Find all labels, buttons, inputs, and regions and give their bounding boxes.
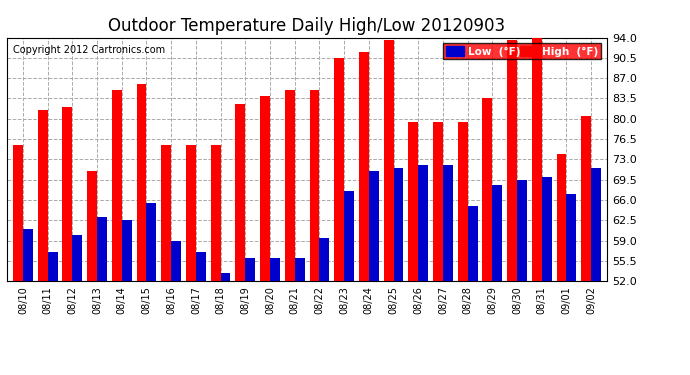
Bar xyxy=(161,145,171,281)
Bar xyxy=(542,177,551,281)
Bar xyxy=(482,99,493,281)
Bar xyxy=(137,84,146,281)
Text: Copyright 2012 Cartronics.com: Copyright 2012 Cartronics.com xyxy=(13,45,165,55)
Bar xyxy=(72,235,82,281)
Bar xyxy=(507,40,517,281)
Bar xyxy=(408,122,418,281)
Bar xyxy=(591,168,601,281)
Bar xyxy=(221,273,230,281)
Bar xyxy=(581,116,591,281)
Bar xyxy=(23,229,33,281)
Bar xyxy=(418,165,428,281)
Bar xyxy=(319,238,329,281)
Bar xyxy=(443,165,453,281)
Bar xyxy=(260,96,270,281)
Bar xyxy=(38,110,48,281)
Bar xyxy=(245,258,255,281)
Bar xyxy=(112,90,121,281)
Bar xyxy=(196,252,206,281)
Bar xyxy=(186,145,196,281)
Bar xyxy=(310,90,319,281)
Title: Outdoor Temperature Daily High/Low 20120903: Outdoor Temperature Daily High/Low 20120… xyxy=(108,16,506,34)
Bar xyxy=(235,104,245,281)
Bar xyxy=(270,258,280,281)
Bar xyxy=(210,145,221,281)
Legend: Low  (°F), High  (°F): Low (°F), High (°F) xyxy=(443,43,601,59)
Bar xyxy=(493,186,502,281)
Bar xyxy=(517,180,527,281)
Bar xyxy=(359,52,369,281)
Bar xyxy=(87,171,97,281)
Bar xyxy=(171,241,181,281)
Bar xyxy=(384,40,393,281)
Bar xyxy=(532,38,542,281)
Bar xyxy=(566,194,576,281)
Bar xyxy=(146,203,157,281)
Bar xyxy=(468,206,477,281)
Bar xyxy=(285,90,295,281)
Bar xyxy=(344,191,354,281)
Bar xyxy=(457,122,468,281)
Bar xyxy=(63,107,72,281)
Bar xyxy=(13,145,23,281)
Bar xyxy=(121,220,132,281)
Bar xyxy=(433,122,443,281)
Bar xyxy=(97,217,107,281)
Bar xyxy=(295,258,304,281)
Bar xyxy=(557,154,566,281)
Bar xyxy=(393,168,404,281)
Bar xyxy=(369,171,379,281)
Bar xyxy=(334,58,344,281)
Bar xyxy=(48,252,57,281)
